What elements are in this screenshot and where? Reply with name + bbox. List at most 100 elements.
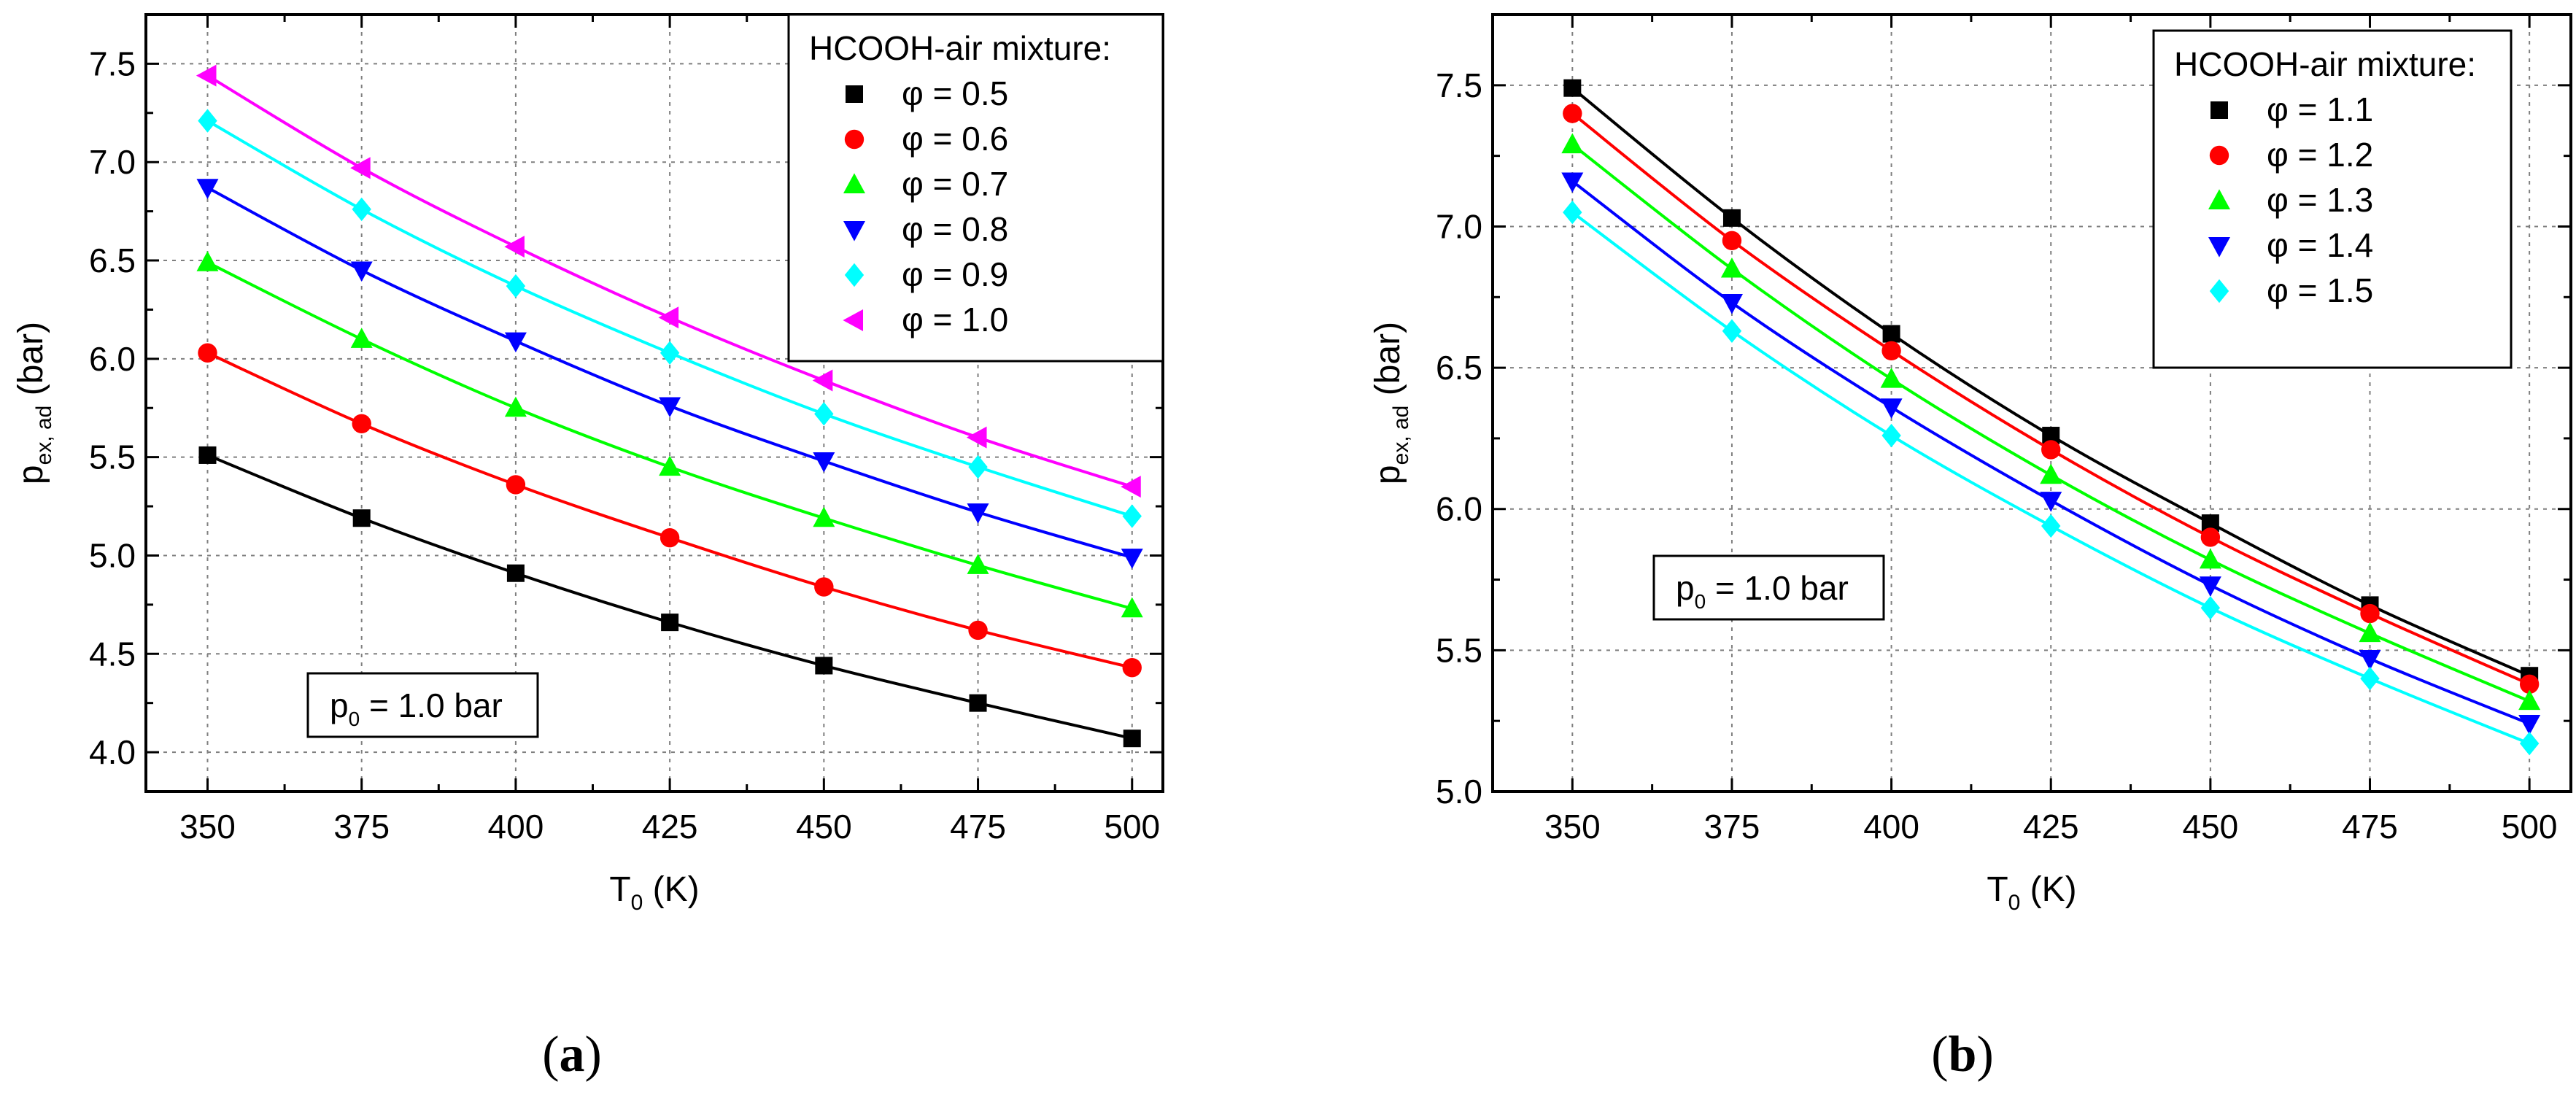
data-point-series-5 <box>1121 476 1141 498</box>
data-point-series-2 <box>1121 597 1143 618</box>
data-point-series-5 <box>350 157 371 179</box>
data-point-series-4 <box>2041 514 2061 538</box>
y-tick-label: 6.0 <box>89 340 136 378</box>
legend-marker-3 <box>843 221 865 241</box>
legend-entry-3: φ = 1.4 <box>2267 226 2373 264</box>
series-group <box>196 64 1143 748</box>
data-point-series-3 <box>1561 172 1584 193</box>
y-tick-label: 6.5 <box>1436 349 1482 387</box>
legend-marker-0 <box>846 85 863 103</box>
data-point-series-3 <box>2518 715 2541 735</box>
legend-title: HCOOH-air mixture: <box>2174 45 2476 83</box>
data-point-series-2 <box>196 251 219 271</box>
legend-marker-4 <box>2209 279 2229 303</box>
data-point-series-1 <box>2200 527 2221 547</box>
y-tick-label: 7.0 <box>1436 207 1482 245</box>
data-point-series-2 <box>2040 463 2062 484</box>
data-point-series-2 <box>813 506 835 527</box>
x-tick-label: 475 <box>2342 808 2398 846</box>
data-point-series-0 <box>1882 325 1900 343</box>
data-point-series-0 <box>506 564 525 582</box>
legend-entry-2: φ = 0.7 <box>902 165 1008 203</box>
data-point-series-0 <box>352 509 371 527</box>
y-tick-label: 6.0 <box>1436 490 1482 528</box>
data-point-series-3 <box>2359 649 2381 670</box>
x-tick-label: 350 <box>1544 808 1601 846</box>
data-point-series-1 <box>198 343 217 363</box>
data-point-series-4 <box>968 454 988 479</box>
data-point-series-1 <box>2041 440 2061 460</box>
data-point-series-4 <box>506 274 526 298</box>
x-tick-label: 450 <box>796 808 852 846</box>
data-point-series-5 <box>812 369 833 392</box>
data-point-series-3 <box>196 179 219 199</box>
legend-entry-1: φ = 1.2 <box>2267 136 2373 174</box>
legend-marker-3 <box>2208 237 2230 258</box>
y-axis-label: pex, ad (bar) <box>1369 322 1413 484</box>
data-point-series-1 <box>660 527 680 548</box>
legend-marker-1 <box>844 129 865 150</box>
y-tick-label: 4.0 <box>89 733 136 771</box>
panel-a-chart: 350 375 400 425 450 475 500 4.0 4.5 5.0 5.5 6.0 6.5 7… <box>12 13 1164 915</box>
data-point-series-1 <box>352 414 371 434</box>
legend-entry-0: φ = 0.5 <box>902 74 1008 112</box>
series-group <box>1561 79 2541 756</box>
data-point-series-1 <box>2519 674 2540 694</box>
x-tick-label: 375 <box>333 808 390 846</box>
data-point-series-0 <box>661 614 679 632</box>
data-point-series-0 <box>1722 209 1741 227</box>
legend-marker-1 <box>2209 145 2229 166</box>
legend-entry-4: φ = 1.5 <box>2267 271 2373 309</box>
data-point-series-4 <box>1122 504 1142 528</box>
data-point-series-2 <box>967 554 989 574</box>
legend: HCOOH-air mixture: φ = 1.1 φ = 1.2 φ = 1.3 φ… <box>2152 29 2513 369</box>
data-point-series-1 <box>1122 657 1142 678</box>
data-point-series-5 <box>966 426 987 449</box>
data-point-series-1 <box>1881 341 1901 361</box>
data-point-series-3 <box>2199 576 2221 597</box>
legend-entry-1: φ = 0.6 <box>902 120 1008 158</box>
data-point-series-1 <box>968 620 988 641</box>
x-tick-label: 400 <box>488 808 544 846</box>
data-point-series-3 <box>2040 492 2062 512</box>
data-point-series-4 <box>660 341 680 365</box>
legend-marker-2 <box>843 173 865 193</box>
data-point-series-3 <box>1121 549 1143 569</box>
data-point-series-5 <box>196 64 217 87</box>
data-point-series-3 <box>813 452 835 473</box>
legend-marker-5 <box>843 309 863 331</box>
data-point-series-3 <box>350 261 373 282</box>
panel-b-chart: 350 375 400 425 450 475 500 5.0 5.5 6.0 6.5 7.0 7.5 T… <box>1369 13 2572 915</box>
annotation-text: p0 = 1.0 bar <box>330 686 503 730</box>
y-tick-label: 5.5 <box>89 438 136 476</box>
data-point-series-3 <box>967 503 989 524</box>
annotation: p0 = 1.0 bar <box>306 672 539 738</box>
data-point-series-2 <box>659 455 681 476</box>
data-point-series-4 <box>2519 731 2540 756</box>
data-point-series-1 <box>1563 104 1582 123</box>
plot-frame <box>1491 13 2572 793</box>
data-point-series-1 <box>506 475 526 495</box>
y-tick-label: 5.5 <box>1436 631 1482 669</box>
legend-entry-0: φ = 1.1 <box>2267 90 2373 128</box>
x-tick-label: 375 <box>1704 808 1760 846</box>
legend: HCOOH-air mixture: φ = 0.5 φ = 0.6 φ = 0.7 φ… <box>787 13 1164 363</box>
data-point-series-3 <box>504 332 527 353</box>
data-point-series-0 <box>198 446 217 464</box>
data-point-series-2 <box>1880 367 1903 388</box>
data-point-series-3 <box>1720 294 1743 314</box>
y-tick-label: 4.5 <box>89 635 136 673</box>
annotation: p0 = 1.0 bar <box>1652 554 1885 621</box>
data-point-series-0 <box>969 694 987 712</box>
legend-marker-0 <box>2211 101 2228 119</box>
data-point-series-5 <box>658 306 679 329</box>
data-point-series-2 <box>1561 133 1584 154</box>
x-axis-label: T0 (K) <box>1987 870 2076 915</box>
y-tick-label: 7.0 <box>89 143 136 181</box>
x-tick-label: 500 <box>1104 808 1160 846</box>
data-point-series-2 <box>504 396 527 417</box>
x-tick-label: 400 <box>1863 808 1919 846</box>
data-point-series-4 <box>2200 596 2221 620</box>
legend-entry-5: φ = 1.0 <box>902 301 1008 338</box>
panel-b-caption: (b) <box>1931 1026 1994 1083</box>
